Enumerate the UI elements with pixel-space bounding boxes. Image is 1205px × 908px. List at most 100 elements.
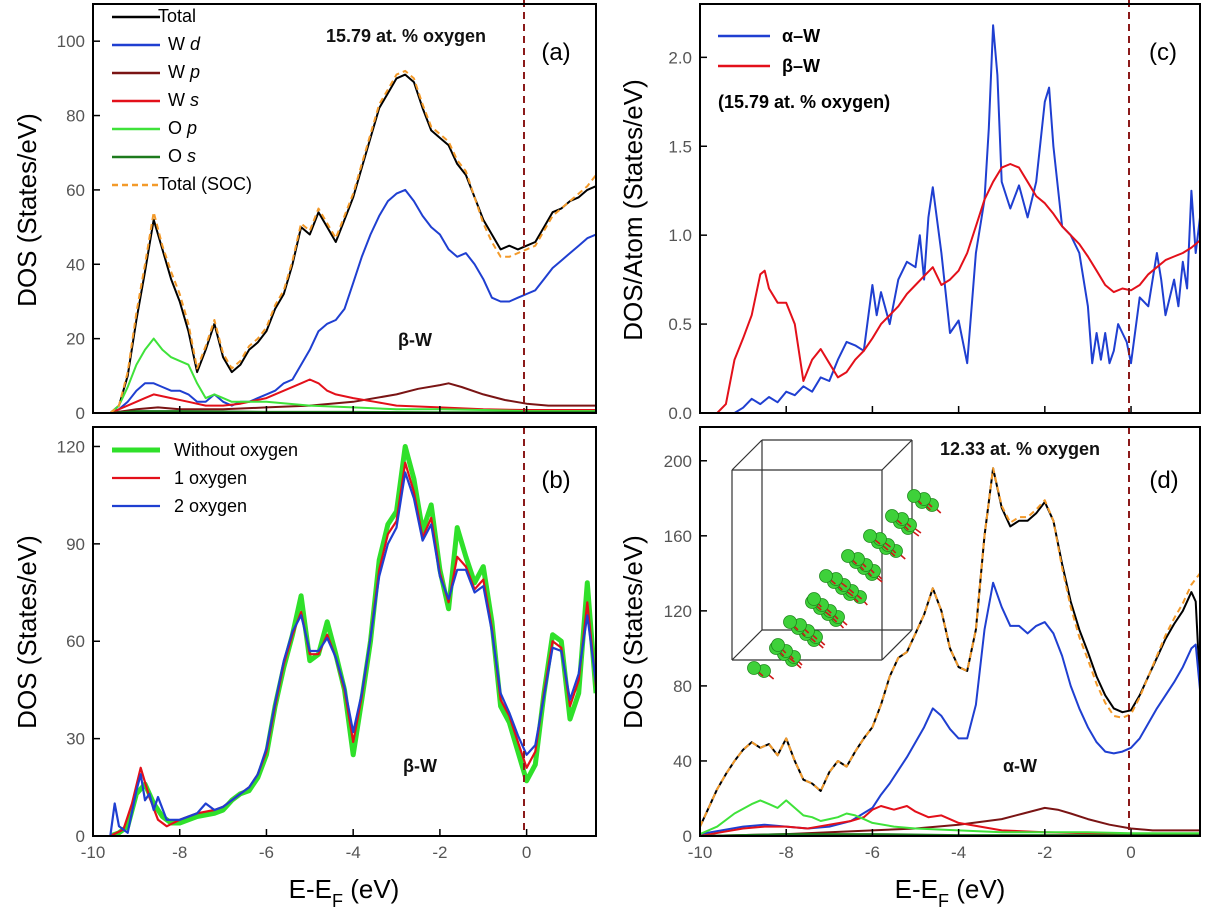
panel-b-x-label: E-EF (eV) — [289, 874, 400, 908]
panel-d-series-soc — [700, 467, 1200, 828]
panel-a-series-w-s — [109, 378, 596, 413]
inset-atom — [863, 529, 877, 543]
panel-b-x-tick-label: -8 — [172, 843, 187, 862]
crystal-structure-inset — [731, 439, 942, 680]
panel-d-x-tick-label: -4 — [951, 843, 966, 862]
panel-c-y-ticks: 0.0 0.5 1.0 1.5 2.0 — [668, 48, 707, 423]
legend-entry-label: W s — [168, 90, 199, 110]
panel-a-y-tick-label: 20 — [66, 330, 85, 349]
panel-d-x-label-sub: F — [938, 891, 949, 908]
panel-b-x-tick-label: -6 — [259, 843, 274, 862]
panel-b-y-tick-label: 60 — [66, 632, 85, 651]
legend-entry-label: O s — [168, 146, 196, 166]
panel-c: 0.0 0.5 1.0 1.5 2.0 DOS/Atom (States/eV) (15… — [618, 0, 1201, 423]
legend-entry-label: α–W — [782, 26, 820, 46]
panel-c-y-tick-label: 1.0 — [668, 226, 692, 245]
panel-d-series-ws — [700, 805, 1200, 836]
legend-entry-label: 2 oxygen — [174, 496, 247, 516]
panel-d-x-label-unit: (eV) — [949, 874, 1005, 904]
inset-cell-edge — [731, 439, 763, 471]
panel-d-y-tick-label: 120 — [664, 602, 692, 621]
panel-b-x-tick-label: -10 — [81, 843, 106, 862]
panel-b-y-tick-label: 90 — [66, 535, 85, 554]
panel-d-y-label: DOS (States/eV) — [618, 535, 648, 729]
panel-d-x-tick-label: -10 — [688, 843, 713, 862]
panel-c-oxygen-annotation: (15.79 at. % oxygen) — [718, 92, 890, 112]
legend-entry-label: Total (SOC) — [158, 174, 252, 194]
panel-b-y-ticks: 0 30 60 90 120 — [57, 437, 100, 846]
inset-atom — [771, 638, 785, 652]
panel-c-y-tick-label: 1.5 — [668, 137, 692, 156]
panel-b-label: (b) — [541, 467, 570, 494]
panel-b-phase-annotation: β-W — [403, 756, 437, 776]
inset-cell-edge — [881, 439, 913, 471]
panel-c-series--w — [717, 24, 1200, 413]
inset-atom — [907, 489, 921, 503]
panel-c-label: (c) — [1149, 39, 1177, 66]
panel-a-y-tick-label: 60 — [66, 181, 85, 200]
panel-d-x-tick-label: 0 — [1126, 843, 1135, 862]
panel-d-series-wp — [700, 806, 1200, 836]
panel-c-y-tick-label: 2.0 — [668, 48, 692, 67]
panel-c-y-tick-label: 0.5 — [668, 315, 692, 334]
inset-cell-edge — [731, 629, 763, 661]
panel-d-y-tick-label: 0 — [683, 827, 692, 846]
panel-a-y-tick-label: 80 — [66, 107, 85, 126]
panel-b-legend: Without oxygen 1 oxygen 2 oxygen — [112, 440, 298, 516]
panel-d-oxygen-annotation: 12.33 at. % oxygen — [940, 439, 1100, 459]
inset-atom — [841, 549, 855, 563]
panel-b-frame — [92, 426, 597, 837]
panel-d-frame — [699, 426, 1201, 837]
panel-a-x-ticks — [92, 406, 528, 413]
panel-a-y-tick-label: 0 — [76, 404, 85, 423]
inset-atom — [819, 569, 833, 583]
panel-b-y-tick-label: 0 — [76, 827, 85, 846]
panel-b-x-label-unit: (eV) — [343, 874, 399, 904]
panel-b-x-tick-label: -4 — [346, 843, 361, 862]
panel-b-x-tick-label: 0 — [522, 843, 531, 862]
inset-atom — [807, 592, 821, 606]
legend-entry-label: Without oxygen — [174, 440, 298, 460]
legend-entry-label: 1 oxygen — [174, 468, 247, 488]
panel-d-y-tick-label: 200 — [664, 452, 692, 471]
panel-b-x-label-main: E-E — [289, 874, 332, 904]
panel-a-frame-box — [92, 3, 597, 414]
panel-d-x-ticks: -10 -8 -6 -4 -2 0 — [688, 829, 1136, 862]
legend-entry-label: β–W — [782, 56, 820, 76]
panel-d-y-tick-label: 40 — [673, 752, 692, 771]
inset-cell-edge — [881, 629, 913, 661]
panel-d-label: (d) — [1149, 467, 1178, 494]
panel-c-y-tick-label: 0.0 — [668, 404, 692, 423]
panel-d-series-total — [700, 467, 1200, 828]
panel-a-series-w-d — [109, 188, 596, 413]
panel-b-x-ticks: -10 -8 -6 -4 -2 0 — [81, 829, 531, 862]
panel-b-x-tick-label: -2 — [432, 843, 447, 862]
panel-d-phase-annotation: α-W — [1003, 756, 1037, 776]
panel-d-y-ticks: 0 40 80 120 160 200 — [664, 452, 707, 846]
panel-a-legend: Total W d W p W s O p O s Total (SOC) — [112, 6, 252, 194]
panel-c-series — [716, 24, 1200, 413]
panel-a-y-tick-label: 40 — [66, 255, 85, 274]
panel-a-y-ticks: 0 20 40 60 80 100 — [57, 32, 100, 423]
panel-a-series-total-soc- — [109, 69, 596, 413]
panel-b-y-label: DOS (States/eV) — [12, 535, 42, 729]
panel-b-y-tick-label: 30 — [66, 730, 85, 749]
panel-b-series-2-oxygen — [109, 471, 596, 836]
panel-a: 0 20 40 60 80 100 DOS (States/eV) 15.79 at. %… — [12, 0, 597, 423]
panel-b-y-tick-label: 120 — [57, 437, 85, 456]
legend-entry-label: O p — [168, 118, 197, 138]
panel-d-x-tick-label: -6 — [865, 843, 880, 862]
panel-d-x-tick-label: -8 — [779, 843, 794, 862]
panel-a-oxygen-annotation: 15.79 at. % oxygen — [326, 26, 486, 46]
panel-a-y-label: DOS (States/eV) — [12, 113, 42, 307]
panel-d-y-tick-label: 80 — [673, 677, 692, 696]
panel-c-frame — [699, 3, 1201, 414]
inset-atom — [783, 615, 797, 629]
panel-d-x-label: E-EF (eV) — [895, 874, 1006, 908]
panel-b-x-label-sub: F — [332, 891, 343, 908]
panel-d-series-op — [700, 799, 1200, 836]
panel-a-label: (a) — [541, 39, 570, 66]
panel-d-y-tick-label: 160 — [664, 527, 692, 546]
